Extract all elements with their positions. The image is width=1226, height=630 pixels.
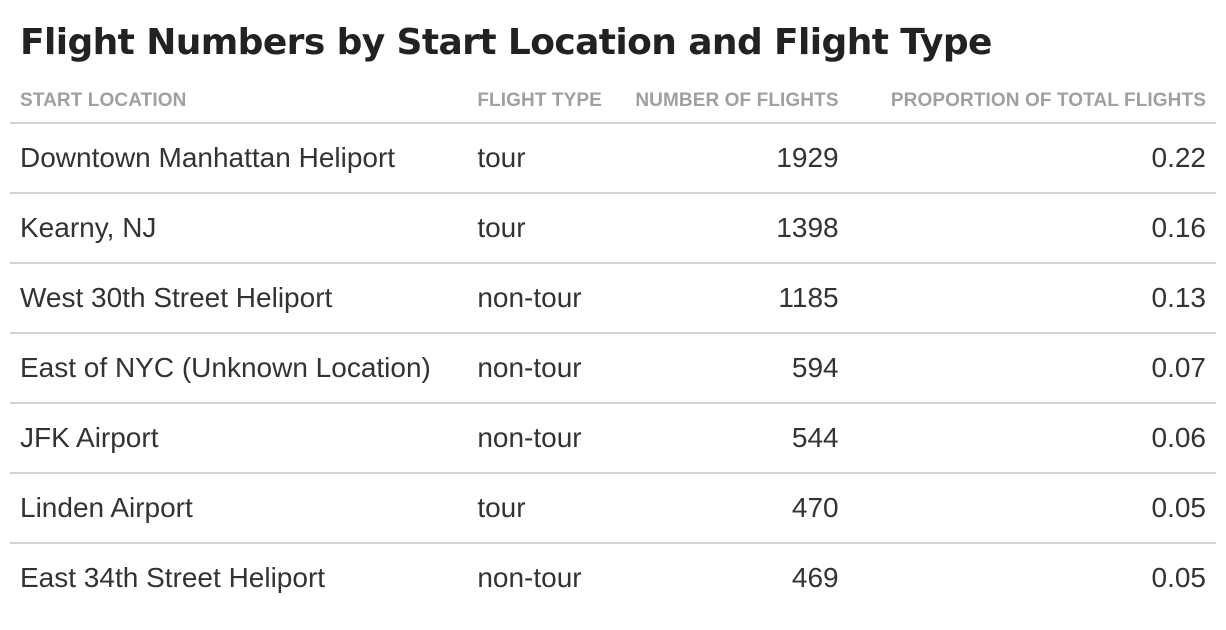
cell-proportion: 0.05 [848,473,1216,544]
cell-flight-type: tour [467,123,611,194]
cell-start-location: Kearny, NJ [10,193,468,264]
table-row: West 30th Street Heliport non-tour 1185 0.1… [10,263,1216,334]
cell-number-of-flights: 1185 [610,263,849,334]
table-row: Kearny, NJ tour 1398 0.16 [10,193,1216,264]
cell-proportion: 0.06 [848,403,1216,474]
table-body: Downtown Manhattan Heliport tour 1929 0.22 K… [10,123,1216,612]
table-row: East of NYC (Unknown Location) non-tour 59… [10,333,1216,404]
cell-proportion: 0.13 [848,263,1216,334]
table-container: Flight Numbers by Start Location and Fli… [10,18,1216,612]
cell-proportion: 0.16 [848,193,1216,264]
cell-number-of-flights: 1398 [610,193,849,264]
table-row: East 34th Street Heliport non-tour 469 0.05 [10,543,1216,612]
table-title: Flight Numbers by Start Location and Fli… [20,22,992,63]
cell-start-location: JFK Airport [10,403,468,474]
flights-table: START LOCATION FLIGHT TYPE NUMBER OF FLI… [10,80,1216,612]
cell-flight-type: tour [467,193,611,264]
table-row: Linden Airport tour 470 0.05 [10,473,1216,544]
table-header-row: START LOCATION FLIGHT TYPE NUMBER OF FLI… [10,80,1216,124]
cell-proportion: 0.05 [1151,562,1207,593]
column-header-number-of-flights: NUMBER OF FLIGHTS [610,80,849,124]
cell-number-of-flights: 469 [791,562,839,593]
column-header-proportion: PROPORTION OF TOTAL FLIGHTS [848,80,1216,124]
cell-number-of-flights: 1929 [610,123,849,194]
cell-start-location: East 34th Street Heliport [20,562,326,593]
cell-proportion: 0.07 [848,333,1216,404]
cell-start-location: Linden Airport [10,473,468,544]
cell-flight-type: non-tour [467,403,611,474]
column-header-flight-type: FLIGHT TYPE [467,80,611,124]
cell-flight-type: non-tour [467,263,611,334]
table-row: Downtown Manhattan Heliport tour 1929 0.22 [10,123,1216,194]
cell-proportion: 0.22 [848,123,1216,194]
cell-start-location: Downtown Manhattan Heliport [10,123,468,194]
cell-flight-type: tour [467,473,611,544]
cell-number-of-flights: 470 [610,473,849,544]
column-header-start-location: START LOCATION [10,80,468,124]
cell-start-location: East of NYC (Unknown Location) [10,333,468,404]
cell-start-location: West 30th Street Heliport [10,263,468,334]
cell-number-of-flights: 544 [610,403,849,474]
cell-flight-type: non-tour [467,333,611,404]
table-row: JFK Airport non-tour 544 0.06 [10,403,1216,474]
cell-flight-type: non-tour [477,562,582,593]
cell-number-of-flights: 594 [610,333,849,404]
